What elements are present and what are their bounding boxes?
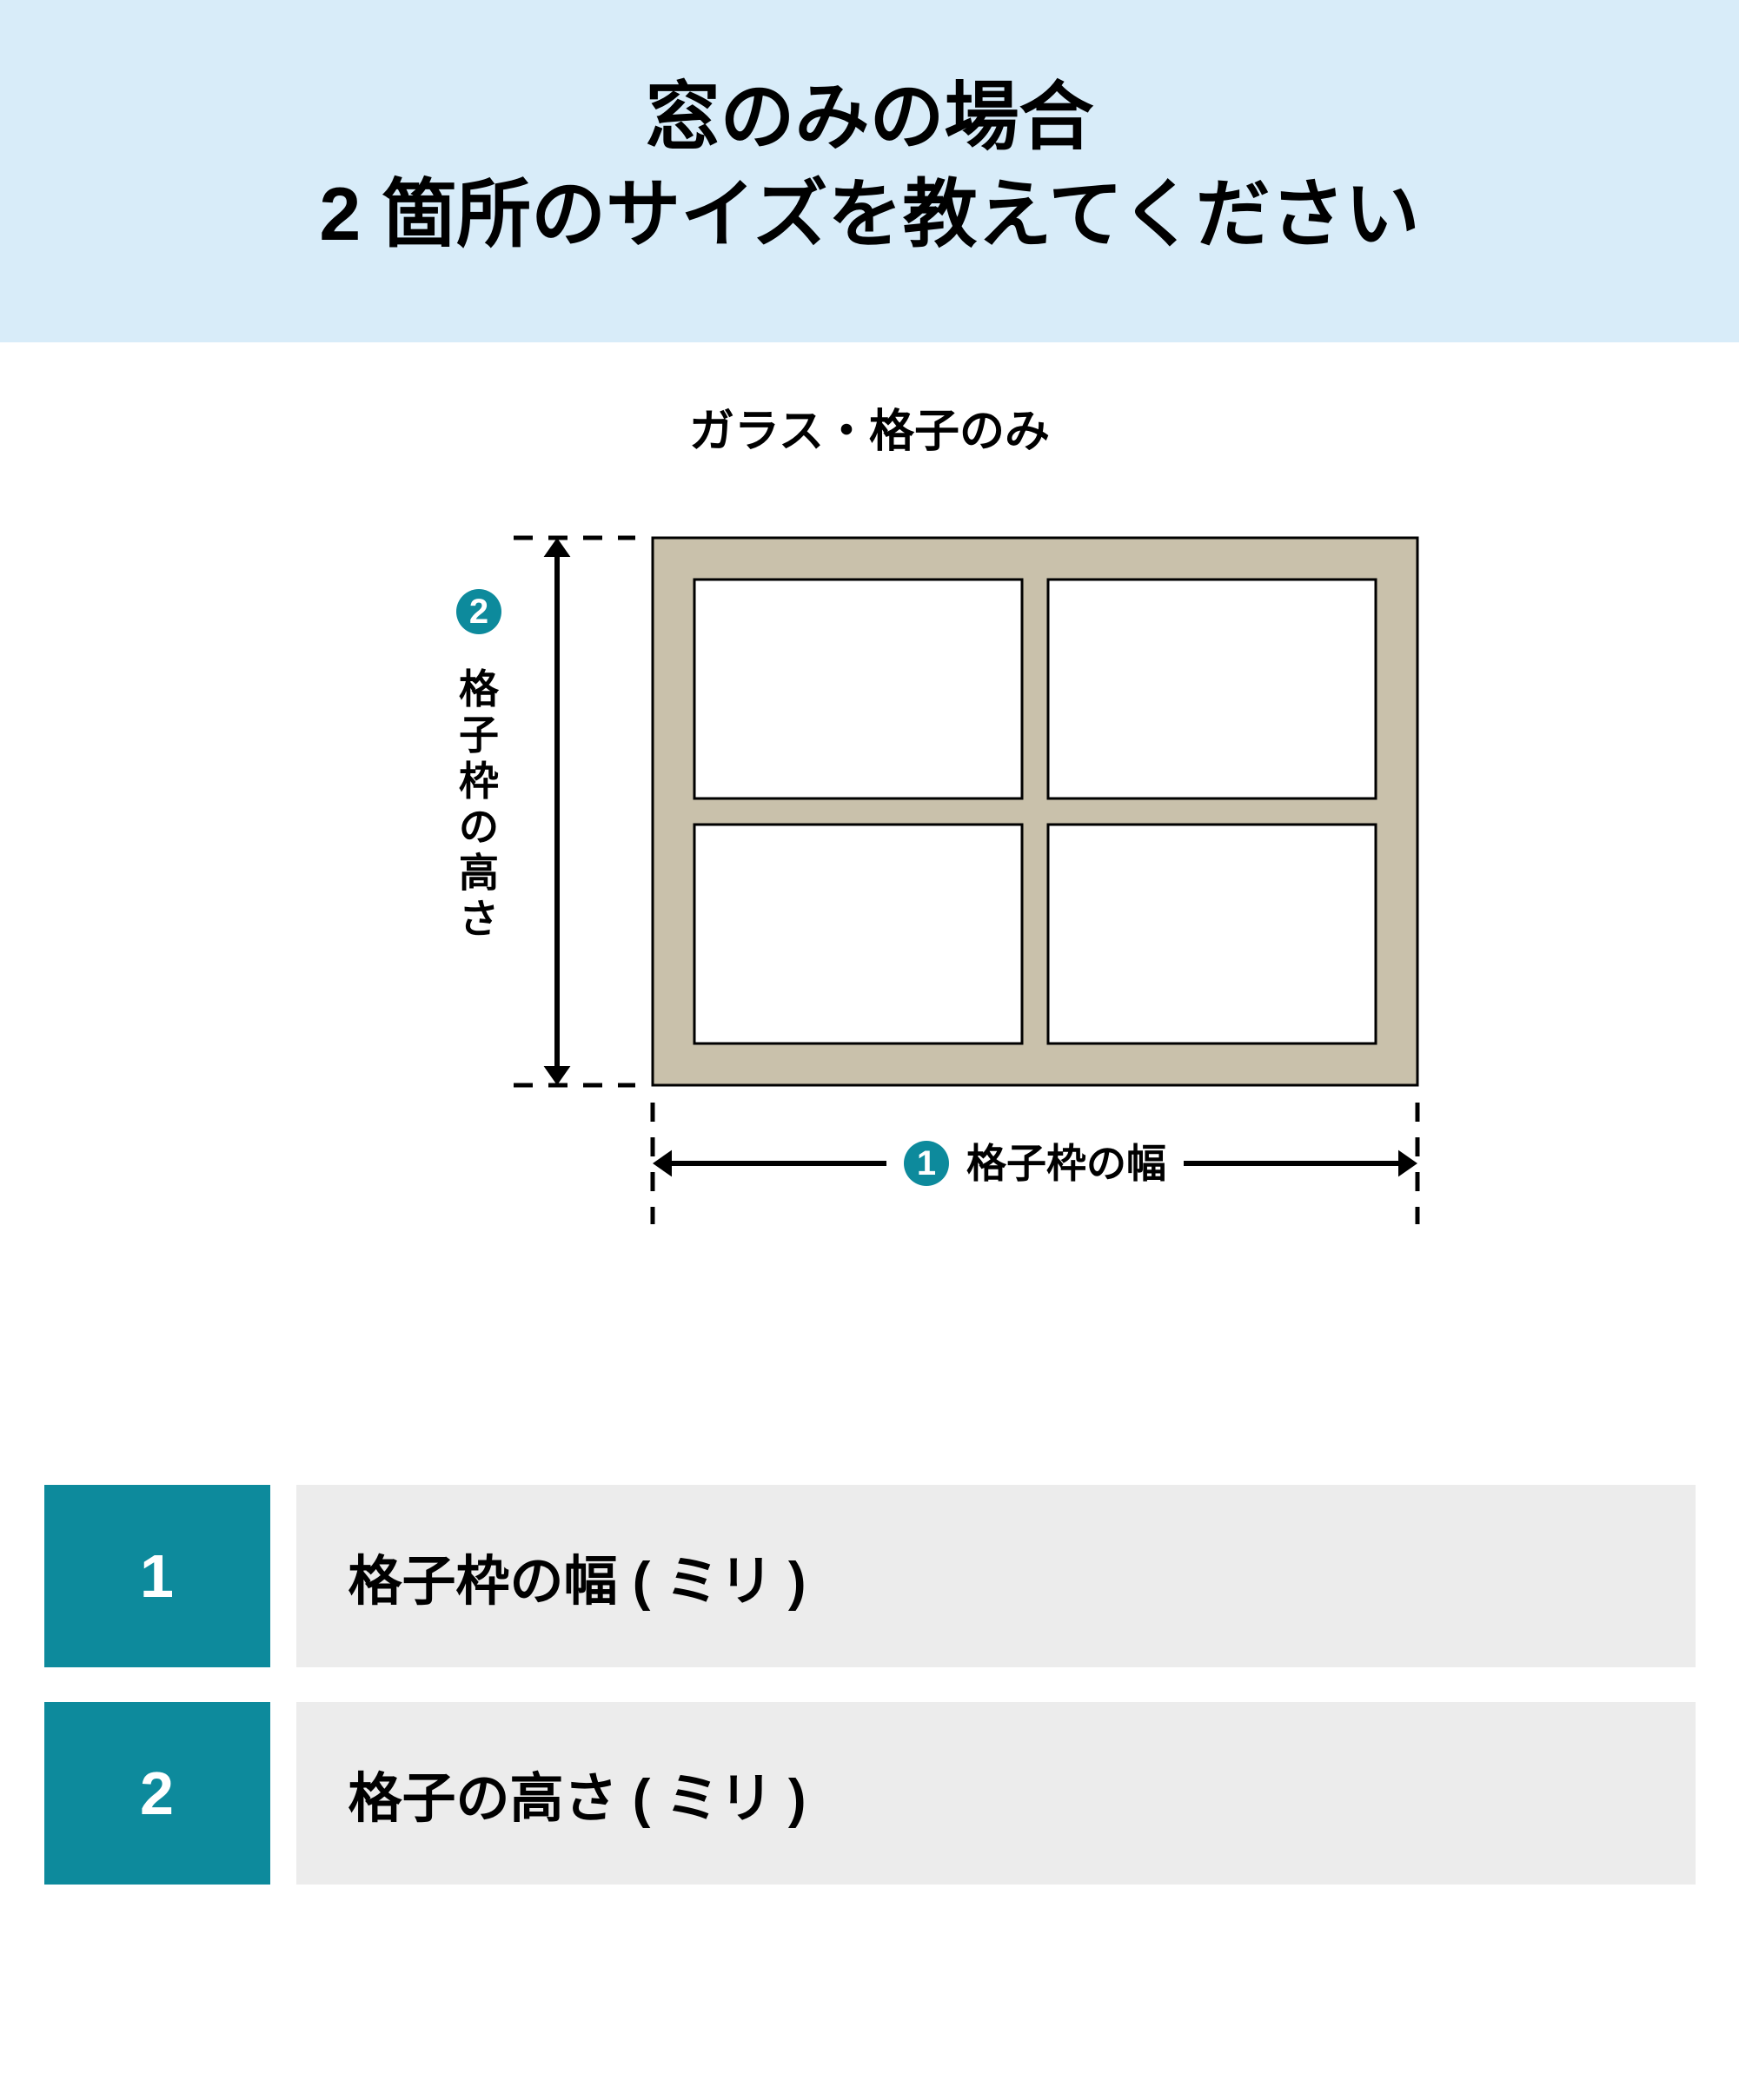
svg-text:枠: 枠 (459, 758, 499, 803)
size-table: 1 格子枠の幅 ( ミリ ) 2 格子の高さ ( ミリ ) (44, 1485, 1696, 1885)
window-diagram: 1 格子枠の幅 2 格子枠の高さ (262, 512, 1478, 1224)
svg-text:格: 格 (459, 666, 500, 712)
svg-text:1: 1 (916, 1144, 935, 1182)
diagram-container: 1 格子枠の幅 2 格子枠の高さ (0, 512, 1739, 1224)
svg-text:子: 子 (459, 712, 499, 757)
header-line-1: 窓のみの場合 (35, 70, 1704, 167)
svg-text:2: 2 (468, 593, 488, 631)
table-row: 2 格子の高さ ( ミリ ) (44, 1702, 1696, 1885)
diagram-subtitle: ガラス・格子のみ (0, 394, 1739, 460)
header-line-2: 2 箇所のサイズを教えてください (35, 167, 1704, 264)
row-number-badge: 2 (44, 1702, 270, 1885)
row-label: 格子枠の幅 ( ミリ ) (296, 1485, 1696, 1667)
svg-text:格子枠の幅: 格子枠の幅 (966, 1141, 1166, 1186)
header-banner: 窓のみの場合 2 箇所のサイズを教えてください (0, 0, 1739, 342)
svg-text:さ: さ (459, 896, 499, 941)
svg-text:の: の (459, 804, 499, 849)
row-number-badge: 1 (44, 1485, 270, 1667)
row-label: 格子の高さ ( ミリ ) (296, 1702, 1696, 1885)
svg-text:高: 高 (459, 850, 499, 895)
table-row: 1 格子枠の幅 ( ミリ ) (44, 1485, 1696, 1667)
